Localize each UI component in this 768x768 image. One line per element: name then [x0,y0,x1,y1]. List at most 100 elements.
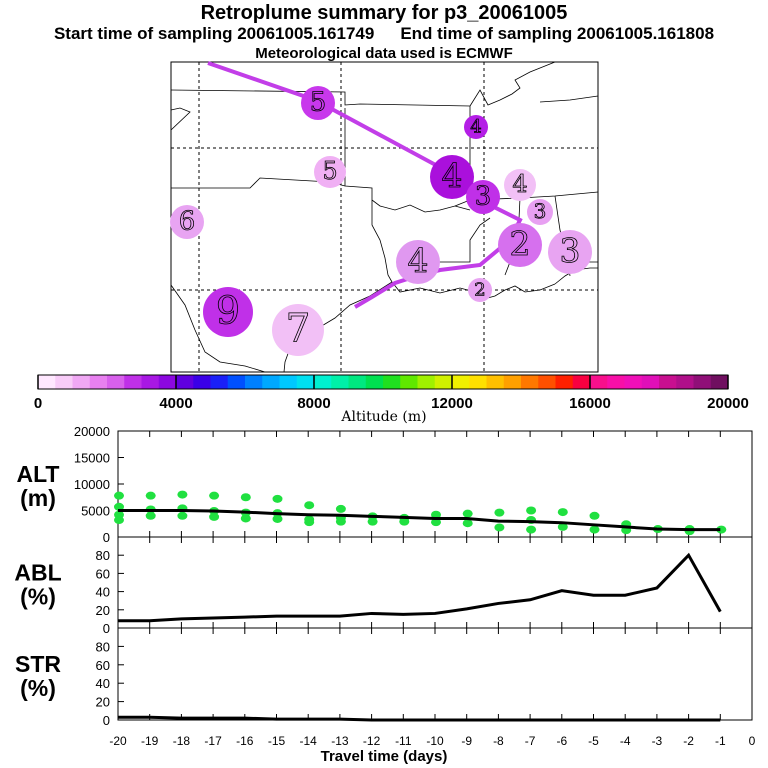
colorbar-swatch [676,375,694,389]
y-tick-label: 20 [96,603,110,618]
colorbar-label: Altitude (m) [341,409,427,425]
colorbar-swatch [331,375,349,389]
cluster-marker [396,240,440,284]
colorbar-tick-label: 8000 [297,395,330,412]
x-axis-label: Travel time (days) [320,748,448,765]
altitude-point [557,508,568,517]
colorbar-swatch [245,375,263,389]
y-tick-label: 5000 [81,504,110,519]
met-data-label: Meteorological data used is ECMWF [255,45,513,62]
y-tick-label: 60 [96,658,110,673]
cluster-marker [464,115,488,139]
altitude-point [716,525,727,534]
colorbar-swatch [348,375,367,389]
colorbar-swatch [555,375,574,389]
x-tick-label: -3 [652,734,663,748]
x-tick-label: -7 [525,734,536,748]
panel-frame [117,627,753,721]
cluster-marker [498,223,542,267]
cluster-marker-label: 5 [310,88,327,118]
colorbar-swatch [227,375,246,389]
panel-ylabel-unit: (%) [20,675,56,701]
altitude-point [335,504,346,513]
colorbar-swatch [590,375,608,389]
series-line [118,509,721,532]
panel-ylabel-unit: (%) [20,584,56,610]
y-tick-label: 0 [103,530,110,545]
cluster-marker [548,230,592,274]
panel-ylabel: ABL [14,560,61,586]
colorbar-swatch [210,375,229,389]
panel-str: 0 20 40 60 80 STR(%) [15,627,753,728]
colorbar-swatch [624,375,643,389]
y-tick-label: 80 [96,639,110,654]
cluster-marker-label: 2 [474,279,485,300]
altitude-point [589,525,600,534]
cluster-marker-label: 2 [510,224,531,263]
cluster-marker [468,278,492,302]
altitude-point [240,514,251,523]
cluster-marker [272,304,324,356]
colorbar-tick-label: 12000 [431,395,473,412]
x-tick-label: -2 [683,734,694,748]
x-tick-label: -13 [331,734,349,748]
panel-abl: 0 20 40 60 80 ABL(%) [14,536,753,636]
y-tick-label: 0 [103,621,110,636]
cluster-marker-label: 6 [179,207,196,237]
x-tick-label: 0 [749,734,756,748]
altitude-point [431,510,441,519]
y-tick-label: 40 [96,585,110,600]
colorbar-swatch [607,375,625,389]
colorbar-tick-label: 16000 [569,395,611,412]
colorbar-swatch [383,375,401,389]
colorbar-swatch [641,375,660,389]
y-tick-label: 40 [96,676,110,691]
chart-panels: 05000100001500020000ALT(m)020406080ABL(%… [14,424,755,748]
altitude-point [526,506,537,515]
cluster-marker-label: 9 [216,288,240,332]
colorbar-swatch [452,375,470,389]
colorbar-swatch [710,375,729,389]
altitude-point [431,518,441,527]
altitude-point [304,518,315,527]
cluster-marker [466,180,500,214]
x-tick-label: -8 [493,734,504,748]
colorbar-swatch [417,375,436,389]
colorbar-swatch [521,375,539,389]
cluster-marker-label: 3 [534,199,547,223]
x-tick-label: -16 [236,734,254,748]
cluster-marker-label: 5 [322,157,337,185]
colorbar-swatch [296,375,315,389]
x-tick-label: -17 [204,734,222,748]
altitude-point [494,508,505,517]
altitude-point [462,519,473,528]
colorbar-swatch [503,375,522,389]
colorbar-swatch [262,375,280,389]
plume-trajectory [207,61,523,309]
altitude-point [526,525,537,534]
colorbar-swatch [572,375,591,389]
colorbar-swatch [141,375,160,389]
series-line [118,715,721,722]
cluster-marker [430,155,474,199]
y-tick-label: 15000 [74,451,110,466]
cluster-marker-label: 3 [560,231,581,270]
altitude-point [367,517,378,526]
cluster-marker [170,205,204,239]
panel-ylabel: ALT [16,461,59,487]
y-tick-label: 0 [103,713,110,728]
x-tick-label: -1 [715,734,726,748]
series-line [118,552,722,623]
x-tick-label: -10 [426,734,444,748]
cluster-marker-label: 4 [408,241,429,280]
altitude-point [177,490,188,499]
altitude-point [114,491,124,500]
altitude-point [114,516,124,525]
altitude-point [209,512,220,521]
y-tick-label: 60 [96,566,110,581]
colorbar-swatch [400,375,418,389]
altitude-point [145,511,156,520]
x-tick-label: -18 [173,734,191,748]
